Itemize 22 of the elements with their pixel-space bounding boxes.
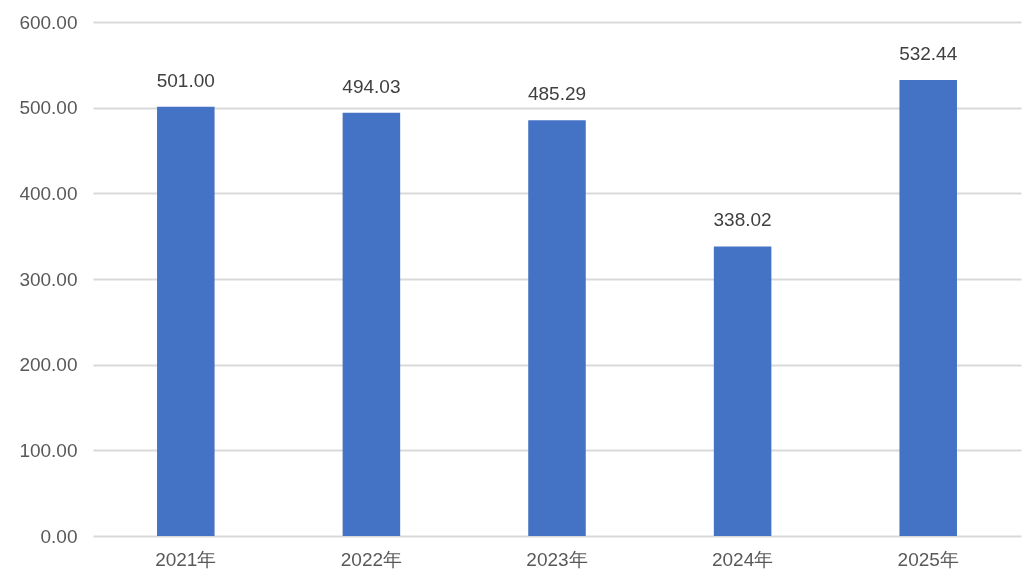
bar (342, 112, 401, 536)
x-tick-label: 2021年 (155, 548, 217, 570)
y-tick-label: 500.00 (19, 97, 78, 119)
y-tick-label: 100.00 (19, 439, 78, 461)
x-tick-label: 2025年 (897, 548, 959, 570)
y-tick-label: 600.00 (19, 11, 78, 33)
bar (528, 120, 586, 536)
data-label: 532.44 (899, 42, 958, 64)
data-label: 501.00 (156, 69, 215, 91)
data-label: 485.29 (527, 83, 587, 105)
y-tick-label: 300.00 (19, 268, 78, 290)
x-tick-label: 2024年 (711, 548, 774, 570)
y-tick-label: 400.00 (19, 182, 78, 204)
bar (899, 79, 957, 536)
x-tick-label: 2022年 (340, 548, 403, 570)
bar (713, 246, 772, 536)
y-tick-label: 0.00 (40, 525, 78, 547)
data-label: 338.02 (713, 209, 772, 231)
bar (157, 106, 215, 536)
y-tick-label: 200.00 (19, 354, 78, 376)
x-tick-label: 2023年 (526, 548, 588, 570)
data-label: 494.03 (342, 75, 401, 97)
